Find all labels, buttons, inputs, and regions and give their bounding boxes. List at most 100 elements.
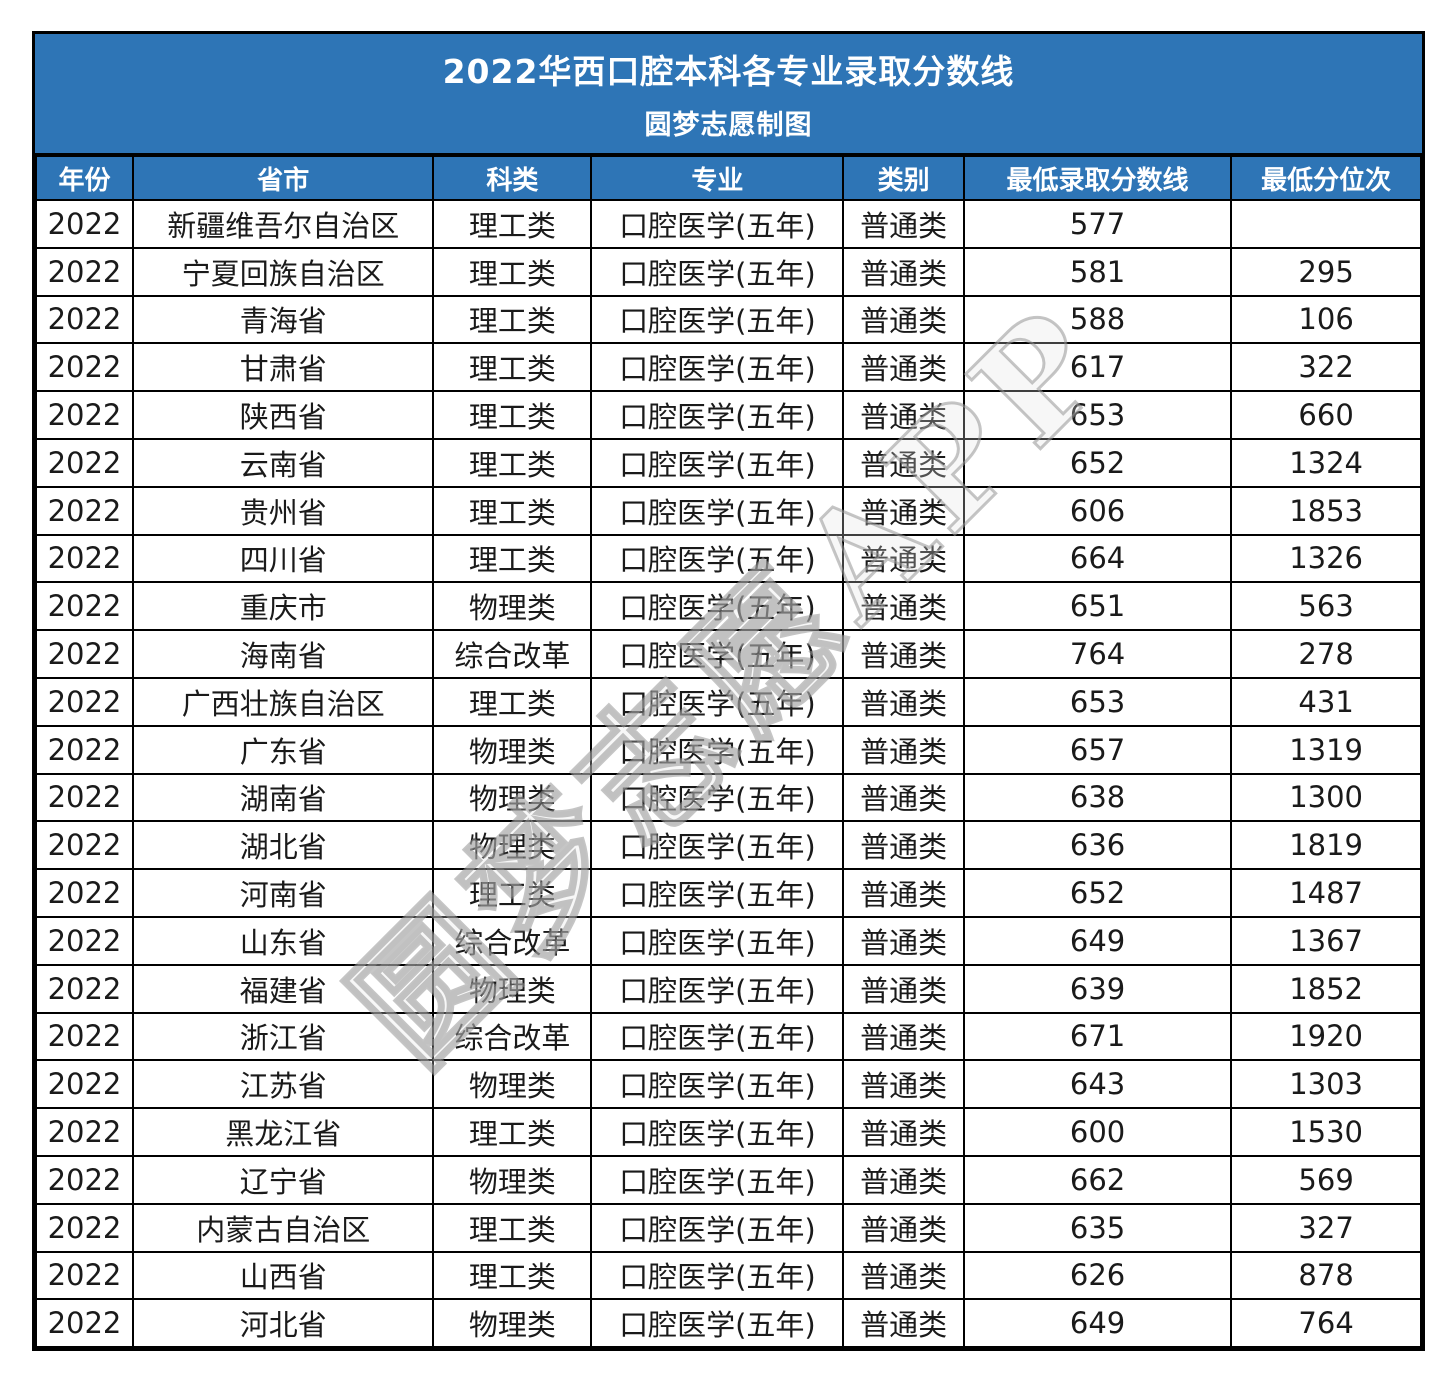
cell-min-rank: 1326 — [1230, 533, 1422, 584]
table-row: 2022 湖北省 物理类 口腔医学(五年) 普通类 636 1819 — [35, 820, 1422, 871]
cell-province: 青海省 — [131, 294, 435, 345]
cell-subject-type: 理工类 — [432, 676, 593, 727]
cell-min-score: 657 — [962, 724, 1233, 775]
cell-province: 重庆市 — [131, 581, 435, 632]
cell-category: 普通类 — [842, 390, 965, 440]
cell-year: 2022 — [35, 963, 134, 1014]
cell-min-rank: 431 — [1230, 676, 1422, 727]
cell-province: 甘肃省 — [131, 342, 435, 393]
cell-subject-type: 理工类 — [432, 246, 593, 297]
cell-province: 湖南省 — [131, 772, 435, 823]
cell-major: 口腔医学(五年) — [590, 676, 845, 727]
cell-min-rank: 660 — [1230, 390, 1422, 440]
cell-subject-type: 理工类 — [432, 1107, 593, 1157]
cell-province: 黑龙江省 — [131, 1107, 435, 1157]
cell-subject-type: 理工类 — [432, 868, 593, 918]
table-title: 2022华西口腔本科各专业录取分数线 — [442, 52, 1015, 91]
column-header-category: 类别 — [842, 155, 965, 201]
cell-min-rank: 1319 — [1230, 724, 1422, 775]
cell-category: 普通类 — [842, 246, 965, 297]
cell-province: 河南省 — [131, 868, 435, 918]
cell-subject-type: 理工类 — [432, 1202, 593, 1253]
cell-province: 陕西省 — [131, 390, 435, 440]
cell-year: 2022 — [35, 1250, 134, 1301]
cell-year: 2022 — [35, 485, 134, 536]
cell-min-rank: 106 — [1230, 294, 1422, 345]
cell-province: 湖北省 — [131, 820, 435, 871]
cell-province: 四川省 — [131, 533, 435, 584]
cell-subject-type: 物理类 — [432, 963, 593, 1014]
table-row: 2022 新疆维吾尔自治区 理工类 口腔医学(五年) 普通类 577 — [35, 199, 1422, 249]
cell-major: 口腔医学(五年) — [590, 1250, 845, 1301]
cell-subject-type: 理工类 — [432, 1250, 593, 1301]
cell-year: 2022 — [35, 246, 134, 297]
table-subtitle: 圆梦志愿制图 — [644, 110, 813, 141]
cell-year: 2022 — [35, 629, 134, 679]
cell-category: 普通类 — [842, 676, 965, 727]
cell-min-rank: 878 — [1230, 1250, 1422, 1301]
table-row: 2022 甘肃省 理工类 口腔医学(五年) 普通类 617 322 — [35, 342, 1422, 393]
cell-major: 口腔医学(五年) — [590, 963, 845, 1014]
table-row: 2022 宁夏回族自治区 理工类 口腔医学(五年) 普通类 581 295 — [35, 246, 1422, 297]
cell-min-rank: 1920 — [1230, 1011, 1422, 1062]
cell-year: 2022 — [35, 820, 134, 871]
table-row: 2022 青海省 理工类 口腔医学(五年) 普通类 588 106 — [35, 294, 1422, 345]
cell-min-rank: 1300 — [1230, 772, 1422, 823]
table-row: 2022 河北省 物理类 口腔医学(五年) 普通类 649 764 — [35, 1298, 1422, 1349]
cell-major: 口腔医学(五年) — [590, 199, 845, 249]
table-row: 2022 山东省 综合改革 口腔医学(五年) 普通类 649 1367 — [35, 915, 1422, 966]
cell-category: 普通类 — [842, 1298, 965, 1349]
table-row: 2022 湖南省 物理类 口腔医学(五年) 普通类 638 1300 — [35, 772, 1422, 823]
cell-province: 浙江省 — [131, 1011, 435, 1062]
cell-year: 2022 — [35, 1107, 134, 1157]
cell-subject-type: 理工类 — [432, 533, 593, 584]
cell-subject-type: 理工类 — [432, 199, 593, 249]
column-header-province: 省市 — [131, 155, 435, 201]
cell-year: 2022 — [35, 772, 134, 823]
cell-major: 口腔医学(五年) — [590, 1154, 845, 1205]
cell-min-score: 606 — [962, 485, 1233, 536]
table-row: 2022 浙江省 综合改革 口腔医学(五年) 普通类 671 1920 — [35, 1011, 1422, 1062]
cell-category: 普通类 — [842, 1250, 965, 1301]
cell-major: 口腔医学(五年) — [590, 1298, 845, 1349]
cell-major: 口腔医学(五年) — [590, 868, 845, 918]
cell-min-score: 651 — [962, 581, 1233, 632]
cell-min-rank: 1487 — [1230, 868, 1422, 918]
cell-province: 福建省 — [131, 963, 435, 1014]
cell-major: 口腔医学(五年) — [590, 437, 845, 488]
cell-min-rank: 327 — [1230, 1202, 1422, 1253]
cell-min-score: 577 — [962, 199, 1233, 249]
table-row: 2022 陕西省 理工类 口腔医学(五年) 普通类 653 660 — [35, 390, 1422, 440]
cell-min-score: 600 — [962, 1107, 1233, 1157]
column-header-year: 年份 — [35, 155, 134, 201]
cell-min-score: 662 — [962, 1154, 1233, 1205]
cell-min-score: 671 — [962, 1011, 1233, 1062]
column-header-min-score: 最低录取分数线 — [962, 155, 1233, 201]
cell-category: 普通类 — [842, 724, 965, 775]
cell-major: 口腔医学(五年) — [590, 1011, 845, 1062]
cell-min-rank: 1324 — [1230, 437, 1422, 488]
cell-min-score: 652 — [962, 437, 1233, 488]
cell-major: 口腔医学(五年) — [590, 342, 845, 393]
cell-year: 2022 — [35, 1154, 134, 1205]
table-row: 2022 广西壮族自治区 理工类 口腔医学(五年) 普通类 653 431 — [35, 676, 1422, 727]
cell-major: 口腔医学(五年) — [590, 1059, 845, 1110]
cell-year: 2022 — [35, 868, 134, 918]
cell-category: 普通类 — [842, 868, 965, 918]
scores-table: 年份 省市 科类 专业 类别 最低录取分数线 最低分位次 2022 新疆维吾尔自治区 理工类 口腔… — [35, 155, 1422, 1349]
cell-subject-type: 理工类 — [432, 294, 593, 345]
cell-category: 普通类 — [842, 485, 965, 536]
cell-min-rank: 278 — [1230, 629, 1422, 679]
cell-year: 2022 — [35, 342, 134, 393]
cell-year: 2022 — [35, 533, 134, 584]
cell-subject-type: 理工类 — [432, 437, 593, 488]
cell-category: 普通类 — [842, 1059, 965, 1110]
cell-major: 口腔医学(五年) — [590, 915, 845, 966]
cell-subject-type: 物理类 — [432, 1059, 593, 1110]
cell-category: 普通类 — [842, 437, 965, 488]
cell-min-rank: 1530 — [1230, 1107, 1422, 1157]
cell-min-rank: 563 — [1230, 581, 1422, 632]
cell-province: 新疆维吾尔自治区 — [131, 199, 435, 249]
cell-year: 2022 — [35, 390, 134, 440]
